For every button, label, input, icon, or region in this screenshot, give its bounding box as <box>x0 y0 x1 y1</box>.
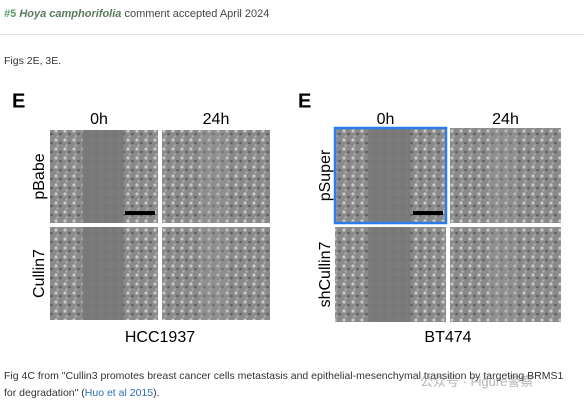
column-label: 24h <box>492 111 519 128</box>
column-label: 0h <box>377 111 395 128</box>
wound-gap <box>488 227 517 322</box>
divider <box>0 34 584 35</box>
wound-gap <box>82 130 124 223</box>
wound-gap <box>199 130 227 223</box>
scale-bar <box>125 211 155 215</box>
micrograph <box>450 227 561 322</box>
comment-status: comment accepted April 2024 <box>124 8 270 20</box>
row-label: pBabe <box>31 153 48 199</box>
micrograph <box>450 128 561 223</box>
wound-gap <box>368 128 411 223</box>
cell-line-label: BT474 <box>424 329 471 346</box>
row-label: Cullin7 <box>31 249 48 298</box>
panel-label: E <box>298 90 311 112</box>
column-label: 24h <box>203 111 230 128</box>
wound-gap <box>82 227 124 320</box>
wound-gap <box>199 227 227 320</box>
watermark: 公众号 · Figure警察 <box>420 374 534 389</box>
column-label: 0h <box>90 111 108 128</box>
micrograph <box>162 227 270 320</box>
caption-text: ). <box>153 387 160 399</box>
caption-text: Fig 4C from "Cullin3 promotes breast can… <box>4 370 564 399</box>
wound-gap <box>488 128 517 223</box>
comment-header: #5 Hoya camphorifolia comment accepted A… <box>4 8 269 20</box>
scale-bar <box>413 211 443 215</box>
comment-text: Figs 2E, 3E. <box>4 55 62 67</box>
micrograph <box>162 130 270 223</box>
reference-link[interactable]: Huo et al 2015 <box>84 387 154 399</box>
figure: E 0h 24h pBabe Cullin7 HCC1937 E 0h 24h pSuper shC… <box>12 90 561 346</box>
row-label: shCullin7 <box>317 241 334 307</box>
user-name[interactable]: Hoya camphorifolia <box>19 8 122 20</box>
row-label: pSuper <box>317 149 334 201</box>
comment-number[interactable]: #5 <box>4 8 17 20</box>
wound-gap <box>368 227 411 322</box>
cell-line-label: HCC1937 <box>125 329 195 346</box>
caption: Fig 4C from "Cullin3 promotes breast can… <box>4 368 574 402</box>
highlight-box <box>333 126 448 225</box>
panel-label: E <box>12 90 25 112</box>
